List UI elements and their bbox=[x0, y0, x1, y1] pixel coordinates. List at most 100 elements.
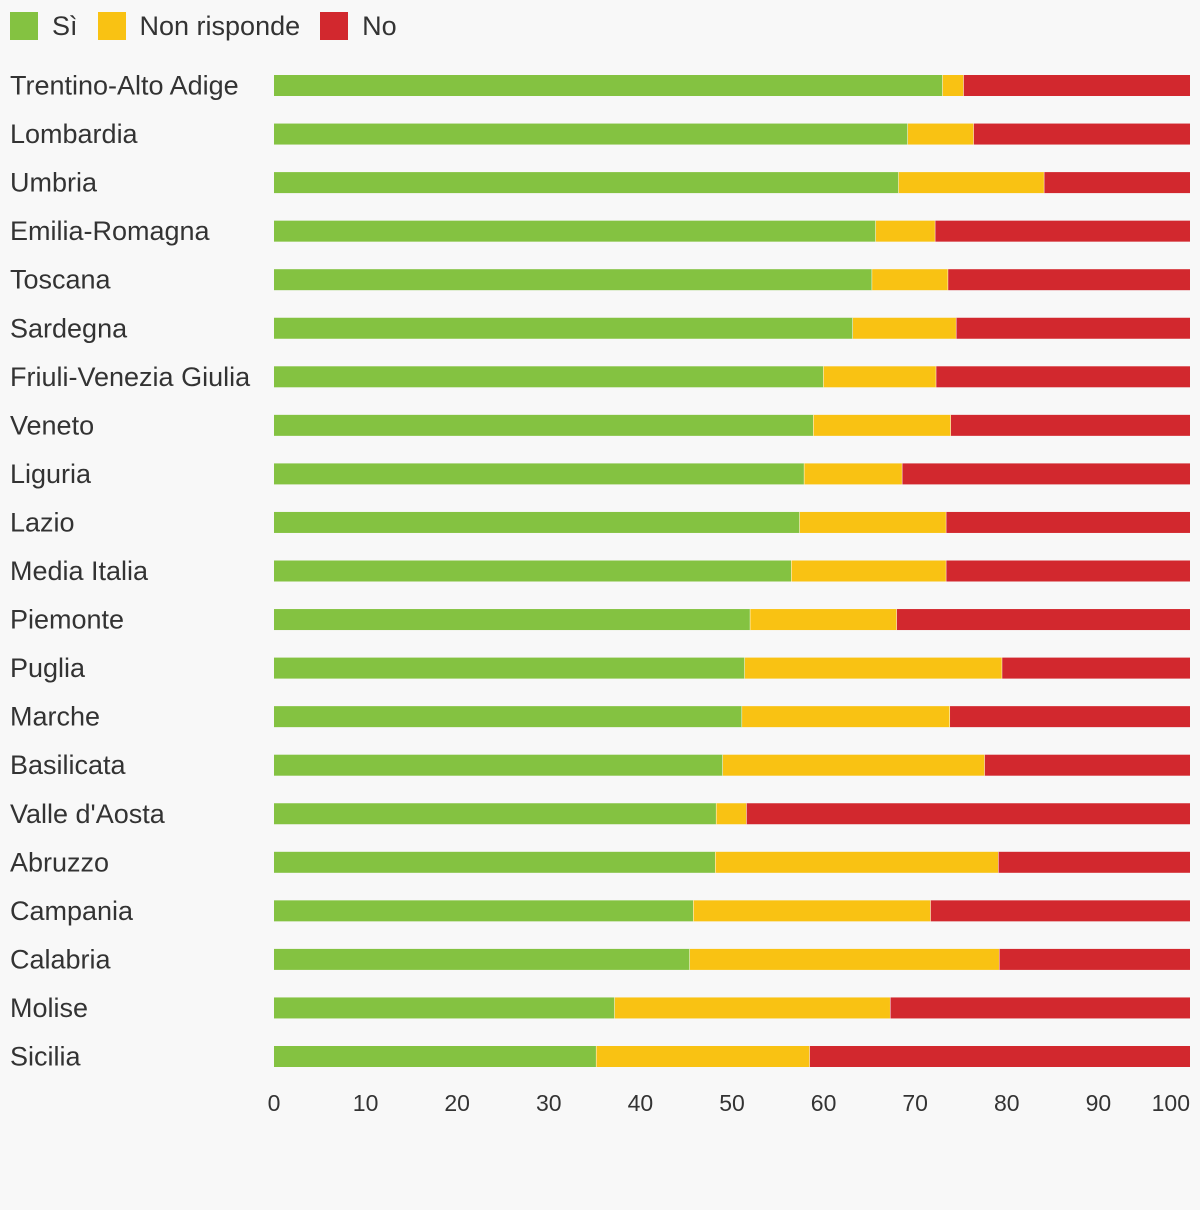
bar-row-campania: Campania bbox=[10, 896, 1190, 926]
bar-row-sardegna: Sardegna bbox=[10, 313, 1190, 343]
bar-segment-si[interactable] bbox=[274, 269, 873, 291]
bar-segment-si[interactable] bbox=[274, 463, 805, 485]
bar-segment-si[interactable] bbox=[274, 511, 800, 533]
bar-segment-non-risponde[interactable] bbox=[875, 220, 936, 242]
category-label: Abruzzo bbox=[10, 847, 109, 877]
bar-segment-no[interactable] bbox=[950, 414, 1190, 436]
bar-segment-non-risponde[interactable] bbox=[823, 366, 937, 388]
bar-segment-non-risponde[interactable] bbox=[744, 657, 1003, 679]
bar-segment-si[interactable] bbox=[274, 414, 814, 436]
bar-segment-no[interactable] bbox=[930, 900, 1190, 922]
bar-segment-non-risponde[interactable] bbox=[813, 414, 951, 436]
bar-segment-no[interactable] bbox=[936, 366, 1190, 388]
bar-segment-si[interactable] bbox=[274, 220, 876, 242]
legend-swatch-si bbox=[10, 12, 38, 40]
bar-segment-non-risponde[interactable] bbox=[907, 123, 974, 145]
bar-segment-no[interactable] bbox=[809, 1046, 1190, 1067]
bar-segment-non-risponde[interactable] bbox=[693, 900, 931, 922]
bar-segment-no[interactable] bbox=[946, 511, 1190, 533]
bar-segment-non-risponde[interactable] bbox=[750, 609, 897, 631]
category-label: Liguria bbox=[10, 459, 92, 489]
x-tick-label: 20 bbox=[444, 1090, 470, 1116]
bar-segment-non-risponde[interactable] bbox=[804, 463, 903, 485]
bar-segment-no[interactable] bbox=[956, 317, 1190, 339]
bar-segment-non-risponde[interactable] bbox=[715, 851, 999, 873]
legend: Sì Non risponde No bbox=[10, 10, 417, 42]
category-label: Lazio bbox=[10, 507, 75, 537]
bar-segment-no[interactable] bbox=[973, 123, 1190, 145]
bar-segment-si[interactable] bbox=[274, 803, 717, 825]
bar-row-sicilia: Sicilia bbox=[10, 1042, 1190, 1072]
bar-segment-non-risponde[interactable] bbox=[791, 560, 947, 582]
bar-segment-no[interactable] bbox=[950, 706, 1190, 728]
category-label: Lombardia bbox=[10, 119, 139, 149]
bar-segment-si[interactable] bbox=[274, 706, 743, 728]
category-label: Calabria bbox=[10, 944, 112, 974]
category-label: Sicilia bbox=[10, 1042, 82, 1072]
bar-segment-non-risponde[interactable] bbox=[716, 803, 747, 825]
bar-segment-non-risponde[interactable] bbox=[742, 706, 951, 728]
bar-segment-non-risponde[interactable] bbox=[689, 948, 1000, 970]
bar-segment-non-risponde[interactable] bbox=[799, 511, 947, 533]
bar-segment-si[interactable] bbox=[274, 657, 745, 679]
bar-segment-si[interactable] bbox=[274, 172, 899, 194]
bar-row-puglia: Puglia bbox=[10, 653, 1190, 683]
bar-segment-no[interactable] bbox=[984, 754, 1190, 776]
legend-item-non-risponde[interactable]: Non risponde bbox=[97, 10, 300, 42]
bar-row-toscana: Toscana bbox=[10, 265, 1190, 295]
bar-row-friuli-venezia-giulia: Friuli-Venezia Giulia bbox=[10, 362, 1190, 392]
bar-segment-si[interactable] bbox=[274, 997, 615, 1019]
category-label: Emilia-Romagna bbox=[10, 216, 211, 246]
bar-segment-no[interactable] bbox=[1002, 657, 1190, 679]
bar-segment-no[interactable] bbox=[1044, 172, 1190, 194]
legend-swatch-no bbox=[320, 12, 349, 40]
legend-item-si[interactable]: Sì bbox=[10, 10, 78, 42]
bar-segment-no[interactable] bbox=[902, 463, 1190, 485]
bar-row-calabria: Calabria bbox=[10, 944, 1190, 974]
bar-segment-si[interactable] bbox=[274, 609, 751, 631]
bar-row-marche: Marche bbox=[10, 702, 1190, 732]
bar-segment-si[interactable] bbox=[274, 75, 943, 96]
bar-segment-si[interactable] bbox=[274, 317, 853, 339]
bar-row-molise: Molise bbox=[10, 993, 1190, 1023]
bar-row-piemonte: Piemonte bbox=[10, 605, 1190, 635]
bar-segment-no[interactable] bbox=[963, 75, 1190, 96]
bar-row-abruzzo: Abruzzo bbox=[10, 847, 1190, 877]
category-label: Umbria bbox=[10, 168, 98, 198]
bar-segment-si[interactable] bbox=[274, 754, 723, 776]
x-tick-label: 70 bbox=[902, 1090, 928, 1116]
category-label: Piemonte bbox=[10, 605, 124, 635]
bar-segment-no[interactable] bbox=[946, 560, 1190, 582]
category-label: Molise bbox=[10, 993, 88, 1023]
bar-row-valle-d-aosta: Valle d'Aosta bbox=[10, 799, 1190, 829]
x-tick-label: 10 bbox=[353, 1090, 379, 1116]
bar-segment-non-risponde[interactable] bbox=[722, 754, 985, 776]
bar-segment-non-risponde[interactable] bbox=[596, 1046, 810, 1067]
category-label: Puglia bbox=[10, 653, 86, 683]
bar-segment-non-risponde[interactable] bbox=[872, 269, 949, 291]
bar-segment-no[interactable] bbox=[998, 851, 1190, 873]
x-tick-label: 60 bbox=[811, 1090, 837, 1116]
bar-segment-no[interactable] bbox=[999, 948, 1190, 970]
bar-segment-non-risponde[interactable] bbox=[852, 317, 957, 339]
bar-segment-si[interactable] bbox=[274, 948, 690, 970]
bar-segment-non-risponde[interactable] bbox=[614, 997, 891, 1019]
bar-segment-no[interactable] bbox=[890, 997, 1190, 1019]
category-label: Friuli-Venezia Giulia bbox=[10, 362, 251, 392]
category-label: Trentino-Alto Adige bbox=[10, 71, 239, 101]
bar-segment-no[interactable] bbox=[746, 803, 1190, 825]
bar-segment-si[interactable] bbox=[274, 123, 908, 145]
legend-item-no[interactable]: No bbox=[320, 10, 397, 42]
bar-segment-non-risponde[interactable] bbox=[942, 75, 964, 96]
bar-segment-si[interactable] bbox=[274, 1046, 597, 1067]
bar-segment-non-risponde[interactable] bbox=[898, 172, 1045, 194]
bar-segment-no[interactable] bbox=[896, 609, 1190, 631]
bar-segment-no[interactable] bbox=[948, 269, 1190, 291]
bar-segment-no[interactable] bbox=[935, 220, 1190, 242]
bar-row-emilia-romagna: Emilia-Romagna bbox=[10, 216, 1190, 246]
bar-segment-si[interactable] bbox=[274, 560, 792, 582]
category-label: Toscana bbox=[10, 265, 112, 295]
bar-segment-si[interactable] bbox=[274, 851, 716, 873]
bar-segment-si[interactable] bbox=[274, 900, 694, 922]
bar-segment-si[interactable] bbox=[274, 366, 824, 388]
